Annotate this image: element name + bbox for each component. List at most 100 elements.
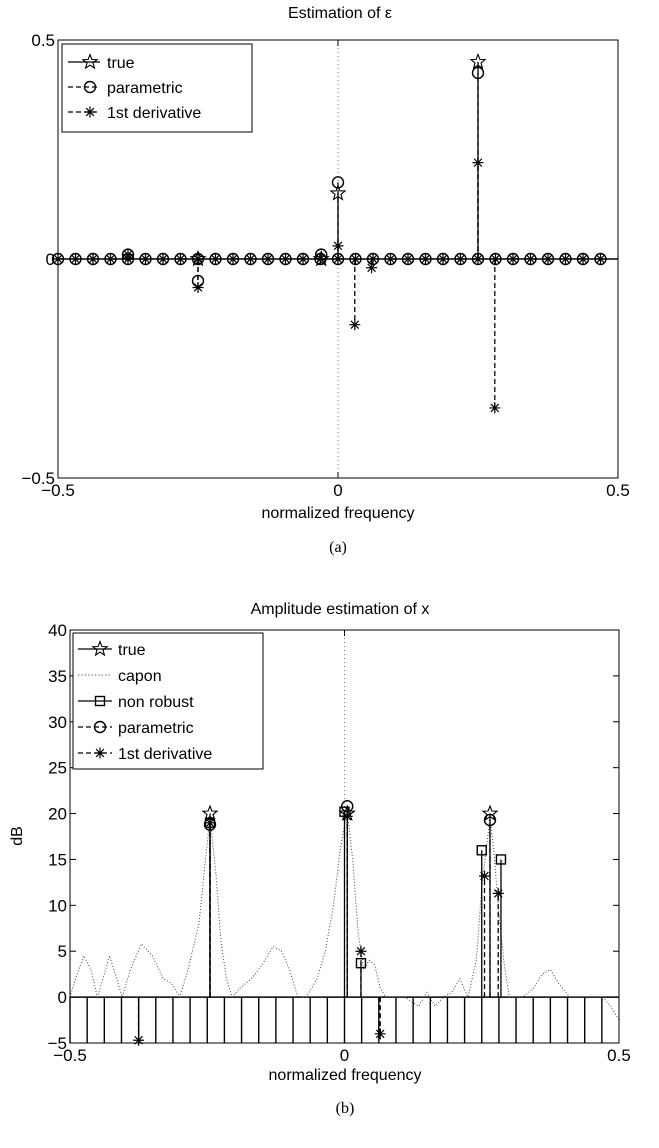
derivative-zero-marker (210, 253, 221, 265)
parametric-zero-marker (366, 252, 380, 266)
legend-marker (83, 80, 97, 94)
parametric-zero-marker (541, 252, 555, 266)
parametric-zero-marker (384, 252, 397, 266)
derivative-zero-marker (385, 253, 396, 265)
y-tick-label: 35 (48, 667, 67, 686)
panel-a: Estimation of ε −0.5 0 0.5 −0.5 0 0.5 normali… (21, 5, 629, 556)
y-tick-label: 25 (48, 759, 67, 778)
chart-a-caption: (a) (329, 539, 347, 556)
derivative-zero-marker (350, 253, 361, 265)
chart-a-xlabel: normalized frequency (262, 505, 415, 522)
marker-1st-derivative-0 (122, 249, 134, 261)
marker-1st-derivative-6 (489, 402, 501, 414)
parametric-zero-marker (174, 252, 187, 266)
marker-non-robust-2 (355, 957, 367, 969)
parametric-zero-marker (296, 252, 310, 266)
legend-marker (93, 720, 107, 734)
derivative-zero-marker (595, 253, 606, 265)
legend-marker (94, 747, 106, 759)
derivative-zero-marker (280, 253, 291, 265)
legend-marker (81, 52, 99, 70)
chart-a-ticks: −0.5 0 0.5 −0.5 0 0.5 (21, 31, 629, 500)
legend-label: true (107, 55, 135, 72)
parametric-zero-marker (191, 252, 205, 266)
y-tick-label: 40 (48, 621, 67, 640)
legend-marker (94, 695, 106, 707)
parametric-zero-marker (209, 252, 222, 266)
x-tick-label: −0.5 (41, 481, 75, 500)
chart-b-legend: true capon non robust parametric 1st derivat… (72, 632, 264, 770)
legend-label: parametric (107, 80, 183, 97)
derivative-zero-marker (402, 253, 414, 265)
derivative-zero-marker (577, 253, 589, 265)
marker-parametric-2 (315, 248, 328, 261)
parametric-zero-marker (594, 252, 607, 266)
marker-1st-derivative-1 (204, 817, 216, 829)
parametric-zero-marker (226, 252, 240, 266)
parametric-zero-marker (506, 252, 520, 266)
derivative-zero-marker (262, 253, 274, 265)
marker-1st-derivative-6 (492, 887, 504, 899)
parametric-zero-marker (559, 252, 572, 266)
derivative-zero-marker (245, 253, 256, 265)
parametric-zero-marker (244, 252, 257, 266)
y-tick-label: 0 (58, 988, 67, 1007)
y-tick-label: 30 (48, 713, 67, 732)
marker-1st-derivative-5 (472, 157, 484, 169)
marker-true-3 (469, 52, 487, 70)
derivative-zero-marker (455, 253, 466, 265)
chart-b-content (69, 630, 620, 1046)
marker-1st-derivative-2 (341, 810, 353, 822)
parametric-zero-marker (401, 252, 415, 266)
marker-1st-derivative-1 (192, 281, 204, 293)
derivative-zero-marker (560, 253, 571, 265)
y-tick-label: 0.5 (31, 31, 55, 50)
parametric-zero-marker (139, 252, 152, 266)
marker-true-2 (481, 804, 499, 821)
derivative-zero-marker (525, 253, 536, 265)
derivative-zero-marker (420, 253, 431, 265)
y-tick-label: 15 (48, 850, 67, 869)
x-tick-label: 0 (340, 1046, 349, 1065)
y-tick-label: 0 (46, 250, 55, 269)
x-tick-label: 0.5 (607, 1046, 631, 1065)
chart-a-legend: true parametric 1st derivative (61, 43, 253, 133)
derivative-zero-marker (437, 253, 449, 265)
derivative-zero-marker (507, 253, 519, 265)
marker-true-2 (329, 184, 347, 201)
chart-b-caption: (b) (336, 1100, 355, 1117)
marker-parametric-3 (331, 176, 345, 189)
marker-1st-derivative-3 (355, 945, 367, 957)
parametric-zero-marker (419, 252, 432, 266)
parametric-zero-marker (261, 252, 275, 266)
panel-b: Amplitude estimation of x −0.5 0 0.5 −5 0 5 10… (9, 601, 631, 1117)
legend-label: 1st derivative (107, 105, 201, 122)
x-tick-label: −0.5 (53, 1046, 87, 1065)
x-tick-label: 0 (333, 481, 342, 500)
y-tick-label: −5 (48, 1034, 67, 1053)
marker-parametric-4 (471, 66, 485, 80)
legend-marker (84, 106, 96, 118)
parametric-zero-marker (489, 252, 502, 266)
derivative-zero-marker (87, 253, 99, 265)
parametric-zero-marker (454, 252, 467, 266)
marker-1st-derivative-4 (374, 1028, 386, 1040)
marker-non-robust-3 (476, 845, 487, 856)
y-tick-label: −0.5 (21, 469, 55, 488)
legend-label: parametric (118, 720, 194, 737)
derivative-zero-marker (140, 253, 151, 265)
derivative-zero-marker (227, 253, 239, 265)
chart-b-ylabel: dB (9, 826, 26, 846)
marker-1st-derivative-2 (332, 240, 344, 252)
parametric-zero-marker (156, 252, 170, 266)
chart-b-title: Amplitude estimation of x (251, 601, 430, 618)
derivative-zero-marker (297, 253, 309, 265)
marker-1st-derivative-3 (349, 319, 361, 331)
marker-1st-derivative-0 (133, 1034, 145, 1046)
legend-box (61, 43, 253, 133)
legend-label: capon (118, 668, 162, 685)
derivative-zero-marker (315, 253, 326, 265)
derivative-zero-marker (175, 253, 186, 265)
marker-true-0 (201, 804, 219, 821)
parametric-zero-marker (69, 252, 82, 266)
